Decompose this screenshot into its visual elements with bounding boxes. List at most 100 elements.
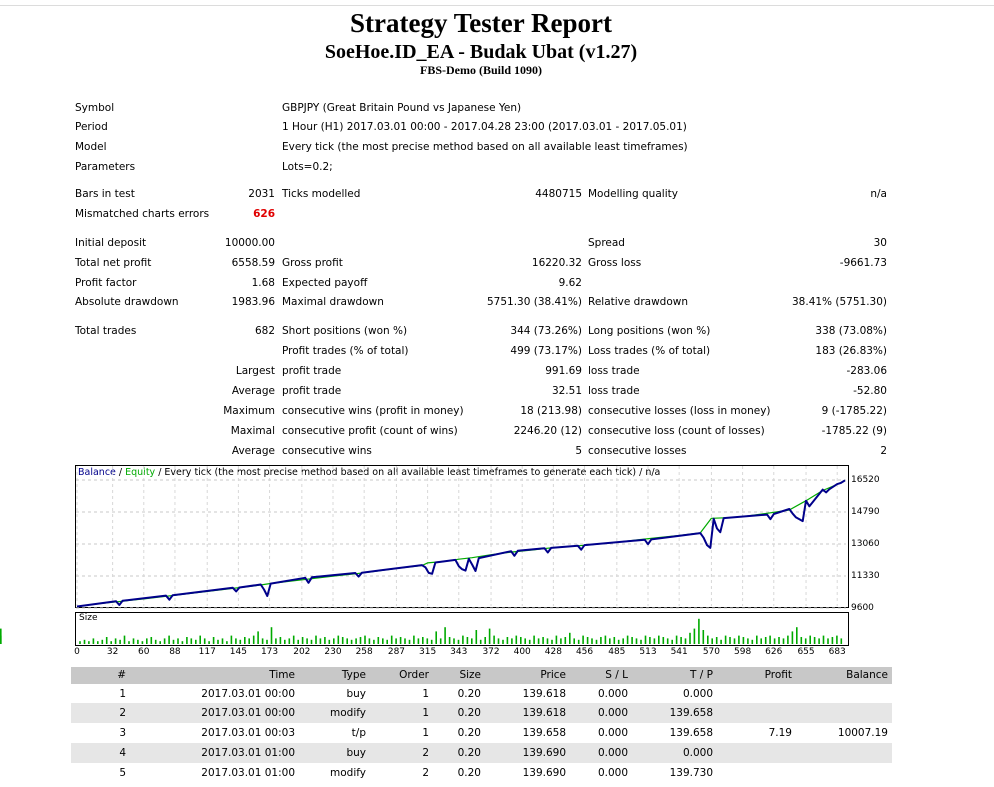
- column-header: Time: [269, 669, 295, 681]
- size-bar: [756, 635, 758, 644]
- size-bar: [88, 641, 90, 644]
- size-bar: [653, 638, 656, 644]
- size-bar: [97, 641, 99, 644]
- table-cell: 1: [422, 688, 429, 700]
- size-bar: [720, 639, 722, 644]
- gross-loss-label: Gross loss: [588, 257, 642, 269]
- x-tick-label: 287: [387, 647, 406, 657]
- loss-trades-value: 183 (26.83%): [815, 345, 887, 357]
- size-bar: [479, 639, 482, 644]
- x-tick-label: 456: [575, 647, 594, 657]
- size-bar: [230, 635, 233, 644]
- size-bar: [279, 637, 282, 644]
- table-cell: 0.20: [457, 747, 481, 759]
- initial-deposit-value: 10000.00: [224, 237, 275, 249]
- size-bar: [649, 637, 651, 644]
- size-bar: [689, 632, 691, 644]
- size-bar: [257, 631, 259, 644]
- x-tick-label: 343: [450, 647, 468, 657]
- average-loss-label: loss trade: [588, 385, 640, 397]
- maximal-cons-profit-value: 2246.20 (12): [513, 425, 582, 437]
- table-cell: 1: [422, 727, 429, 739]
- table-cell: 0.000: [597, 707, 628, 719]
- x-tick-label: 372: [482, 647, 500, 657]
- size-bar: [546, 638, 549, 644]
- size-bar: [715, 637, 718, 644]
- size-bar: [573, 638, 575, 644]
- size-bar: [261, 638, 264, 644]
- size-bar: [350, 639, 353, 644]
- profit-trades-value: 499 (73.17%): [510, 345, 582, 357]
- table-cell: 139.618: [522, 707, 566, 719]
- parameters-label: Parameters: [75, 161, 136, 173]
- profit-factor-label: Profit factor: [75, 277, 137, 289]
- size-bar: [337, 635, 340, 644]
- size-bar: [782, 638, 785, 644]
- top-rule: [0, 5, 994, 6]
- size-bar: [101, 639, 104, 644]
- table-cell: 10007.19: [837, 727, 888, 739]
- short-positions-label: Short positions (won %): [282, 325, 408, 337]
- size-bar: [168, 635, 170, 644]
- size-bar: [457, 639, 460, 644]
- size-bar: [212, 637, 215, 644]
- size-bar: [364, 635, 366, 644]
- size-bar: [537, 638, 540, 644]
- size-bar: [698, 618, 700, 644]
- size-bar: [466, 637, 469, 644]
- size-bar: [430, 639, 433, 644]
- size-bar: [484, 637, 486, 644]
- trades-header-row: [71, 667, 892, 684]
- size-bar: [413, 635, 415, 644]
- period-label: Period: [75, 121, 108, 133]
- total-trades-label: Total trades: [75, 325, 137, 337]
- abs-drawdown-value: 1983.96: [231, 296, 275, 308]
- size-bar: [177, 638, 179, 644]
- largest-loss-value: -283.06: [846, 365, 887, 377]
- maximal-label: Maximal: [230, 425, 275, 437]
- table-cell: 1: [422, 707, 429, 719]
- y-tick-label: 11330: [851, 571, 880, 581]
- x-tick-label: 428: [544, 647, 562, 657]
- table-cell: 2: [119, 707, 126, 719]
- size-bar: [787, 635, 789, 644]
- size-bar: [582, 635, 584, 644]
- average-profit-value: 32.51: [551, 385, 582, 397]
- y-tick-label: 9600: [851, 603, 874, 613]
- x-tick-label: 230: [324, 647, 342, 657]
- size-bar: [666, 638, 669, 644]
- size-bar: [301, 637, 304, 644]
- size-bar: [248, 638, 250, 644]
- size-bar: [631, 637, 633, 644]
- size-bar: [341, 637, 344, 644]
- x-tick-label: 88: [169, 647, 181, 657]
- size-bar: [444, 627, 446, 644]
- size-bar: [831, 637, 834, 644]
- size-bar: [813, 637, 816, 644]
- size-bar: [635, 638, 638, 644]
- table-cell: 139.690: [522, 747, 566, 759]
- size-bar: [386, 639, 388, 644]
- column-header: Size: [459, 669, 481, 681]
- table-cell: 139.658: [522, 727, 566, 739]
- size-bar: [613, 637, 616, 644]
- size-bar: [622, 638, 624, 644]
- size-bar: [150, 637, 153, 644]
- size-bar: [640, 639, 642, 644]
- table-cell: 4: [119, 747, 126, 759]
- balance-chart-frame: [75, 465, 849, 608]
- y-tick-label: 14790: [851, 507, 880, 517]
- size-bar: [190, 638, 193, 644]
- table-cell: modify: [330, 707, 366, 719]
- table-cell: 139.618: [522, 688, 566, 700]
- size-bar: [208, 641, 210, 644]
- size-bar: [426, 638, 429, 644]
- initial-deposit-label: Initial deposit: [75, 237, 147, 249]
- size-bar: [226, 641, 228, 644]
- size-bar: [333, 638, 335, 644]
- x-tick-label: 202: [293, 647, 311, 657]
- table-cell: 0.000: [682, 688, 713, 700]
- maximal-cons-loss-label: consecutive loss (count of losses): [588, 425, 765, 437]
- average-label: Average: [231, 385, 275, 397]
- model-value: Every tick (the most precise method base…: [282, 141, 688, 153]
